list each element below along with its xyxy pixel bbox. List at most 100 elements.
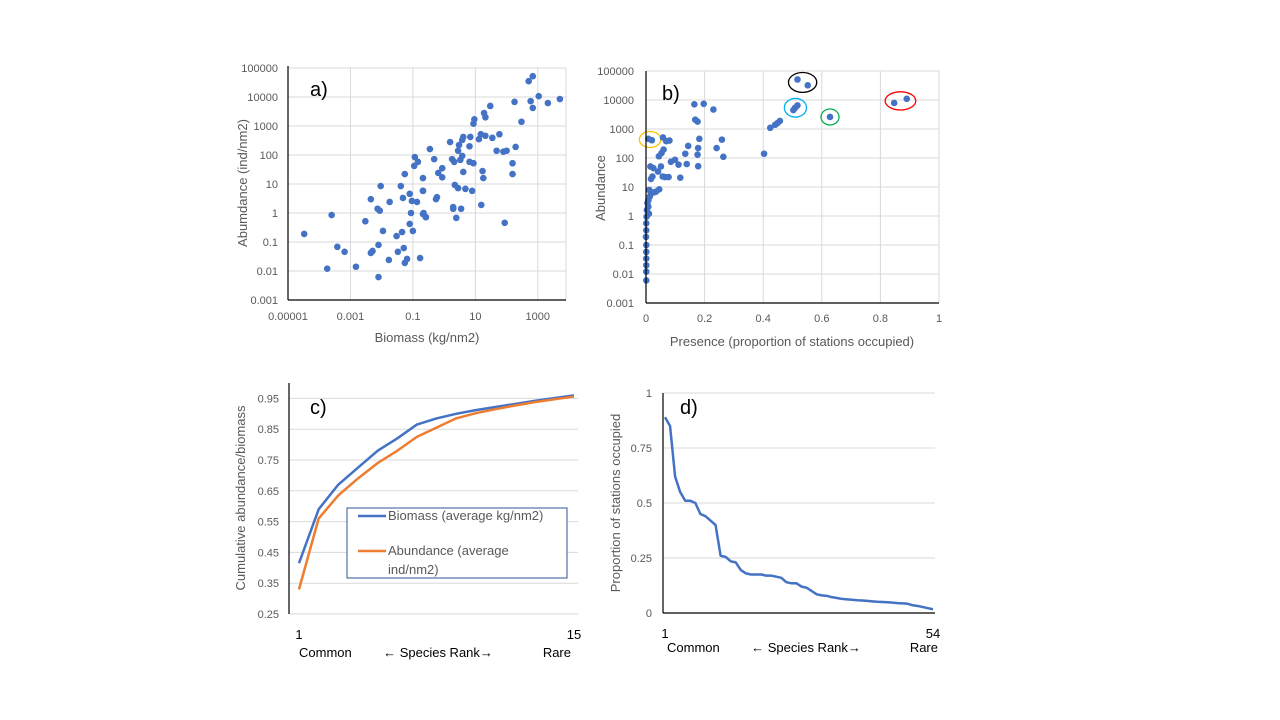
panel-a-xlabel: Biomass (kg/nm2) (375, 330, 480, 345)
panel-a-ylabel: Abumdance (ind/nm2) (235, 119, 250, 247)
panel-a-gridlines (287, 67, 567, 301)
data-point (794, 76, 801, 83)
panel-d-ylabel: Proportion of stations occupied (608, 414, 623, 593)
panel-c-xannot-middle: ← Species Rank→ (383, 645, 493, 660)
y-tick-label: 100000 (597, 66, 634, 78)
data-point (454, 147, 462, 155)
data-point (375, 273, 382, 281)
y-tick-label: 10 (266, 179, 278, 191)
data-point (479, 167, 486, 175)
data-point (438, 174, 446, 181)
data-point (414, 158, 422, 166)
data-point (529, 72, 537, 80)
data-point (477, 130, 485, 138)
data-point (411, 153, 419, 161)
data-point (458, 136, 466, 144)
data-point (496, 130, 503, 138)
panel-a-ticks: 0.001 0.01 0.1 1 10 100 1000 10000 100000 0.00001… (241, 63, 550, 323)
x-tick-label: 0.6 (814, 313, 829, 325)
y-tick-label: 0.75 (258, 455, 279, 467)
y-tick-label: 0.1 (263, 237, 278, 249)
series-line-primary (663, 416, 934, 611)
data-point (449, 205, 457, 213)
data-point (419, 174, 427, 182)
data-point (341, 248, 348, 256)
y-tick-label: 0.35 (258, 578, 279, 590)
data-point (649, 173, 656, 180)
y-tick-label: 1000 (610, 124, 634, 136)
y-tick-label: 10000 (603, 95, 634, 107)
panel-d-xannot-middle: ← Species Rank→ (751, 640, 861, 655)
data-point (890, 99, 898, 107)
y-tick-label: 0.55 (258, 517, 279, 529)
data-point (903, 95, 911, 103)
panel-b-points (642, 76, 911, 284)
data-point (700, 100, 708, 108)
panel-c-gridlines (289, 397, 578, 615)
data-point (645, 186, 653, 194)
data-point (766, 124, 774, 132)
x-tick-label: 0.001 (337, 311, 365, 323)
data-point (509, 159, 516, 167)
panel-c-legend-abundance-line2: ind/nm2) (388, 562, 439, 577)
y-tick-label: 0.25 (258, 609, 279, 621)
data-point (480, 174, 487, 182)
panel-c-legend-biomass: Biomass (average kg/nm2) (388, 508, 543, 523)
data-point (399, 194, 407, 202)
data-point (466, 142, 473, 150)
data-point (657, 163, 665, 170)
data-point (403, 255, 411, 263)
y-tick-label: 0.75 (631, 443, 652, 455)
data-point (694, 151, 701, 158)
data-point (655, 152, 663, 160)
x-tick-label: 1 (295, 627, 302, 642)
data-point (683, 160, 691, 168)
data-point (676, 174, 684, 181)
data-point (794, 102, 801, 109)
data-point (385, 256, 393, 264)
data-point (416, 254, 424, 262)
highlight-ellipse (820, 108, 840, 126)
data-point (710, 106, 717, 113)
data-point (406, 220, 414, 228)
data-point (691, 101, 698, 108)
data-point (362, 217, 369, 225)
data-point (426, 145, 434, 153)
data-point (804, 82, 812, 89)
x-tick-label: 0.00001 (268, 311, 308, 323)
panel-c-lines (297, 394, 575, 590)
data-point (422, 213, 430, 221)
data-point (694, 118, 701, 125)
data-point (367, 195, 375, 203)
data-point (684, 142, 692, 150)
data-point (489, 134, 496, 142)
data-point (369, 247, 376, 255)
data-point (376, 207, 384, 215)
x-tick-label: 10 (469, 311, 481, 323)
panel-b-annotations (638, 71, 917, 149)
panel-d-ticks: 0 0.25 0.5 0.75 1 1 54 (631, 388, 941, 641)
y-tick-label: 0.85 (258, 424, 279, 436)
y-tick-label: 100 (260, 150, 278, 162)
data-point (681, 150, 689, 158)
y-tick-label: 0.1 (619, 240, 634, 252)
data-point (406, 190, 414, 198)
data-point (352, 263, 360, 271)
highlight-ellipse (884, 91, 917, 111)
data-point (475, 135, 483, 143)
y-tick-label: 0.01 (613, 269, 634, 281)
data-point (468, 187, 476, 195)
y-tick-label: 1000 (254, 121, 278, 133)
data-point (457, 205, 465, 213)
data-point (826, 113, 834, 121)
x-tick-label: 1 (661, 626, 668, 641)
data-point (462, 185, 469, 193)
data-point (400, 244, 408, 252)
data-point (675, 161, 682, 168)
data-point (645, 210, 653, 218)
data-point (386, 198, 393, 206)
data-point (645, 203, 652, 210)
panel-b-xlabel: Presence (proportion of stations occupie… (670, 334, 914, 349)
data-point (300, 230, 308, 238)
data-point (375, 241, 382, 249)
